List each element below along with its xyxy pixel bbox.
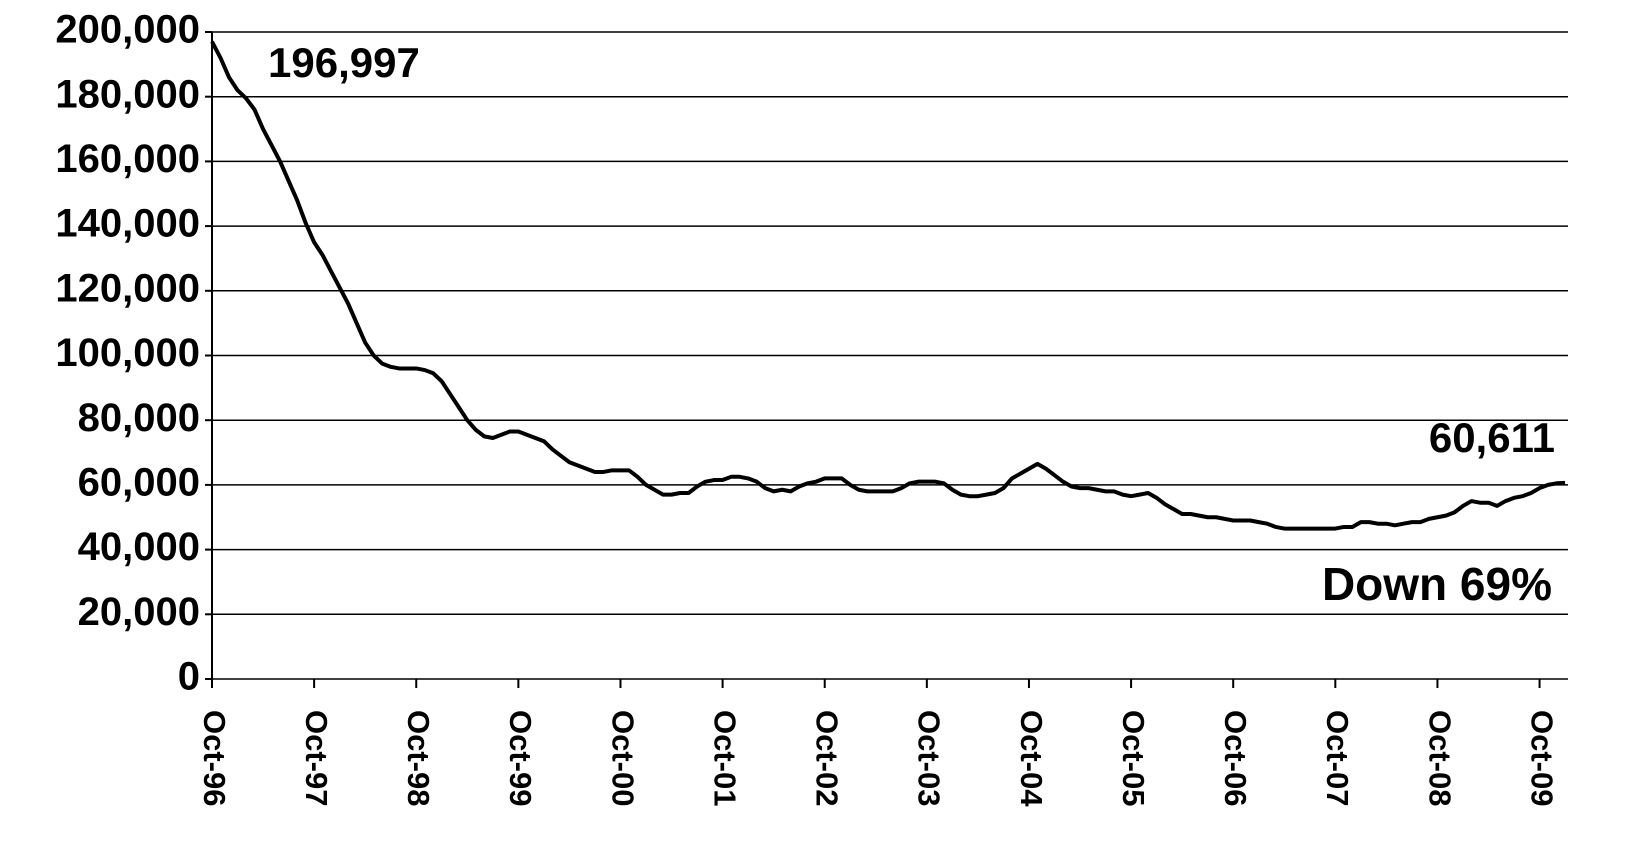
y-tick-label: 200,000: [55, 8, 200, 52]
x-tick-label: Oct-06: [1218, 710, 1253, 806]
annotation: Down 69%: [1322, 558, 1552, 610]
x-tick-label: Oct-07: [1320, 710, 1355, 806]
x-tick-label: Oct-98: [401, 710, 436, 806]
x-tick-label: Oct-99: [503, 710, 538, 806]
x-tick-label: Oct-96: [197, 710, 232, 806]
y-tick-label: 40,000: [78, 525, 200, 569]
y-tick-label: 120,000: [55, 266, 200, 310]
x-tick-label: Oct-00: [605, 710, 640, 806]
x-tick-label: Oct-03: [912, 710, 947, 806]
y-tick-label: 100,000: [55, 331, 200, 375]
x-tick-label: Oct-08: [1422, 710, 1457, 806]
x-tick-label: Oct-02: [810, 710, 845, 806]
y-tick-label: 0: [178, 655, 200, 699]
x-tick-label: Oct-04: [1014, 710, 1049, 807]
annotation: 60,611: [1429, 414, 1555, 461]
x-tick-label: Oct-09: [1524, 710, 1559, 806]
annotation: 196,997: [268, 39, 420, 86]
y-tick-label: 20,000: [78, 590, 200, 634]
y-tick-label: 80,000: [78, 396, 200, 440]
x-tick-label: Oct-97: [299, 710, 334, 806]
y-tick-label: 180,000: [55, 72, 200, 116]
data-line: [210, 40, 1566, 531]
y-tick-label: 160,000: [55, 137, 200, 181]
x-tick-label: Oct-01: [707, 710, 742, 806]
x-tick-label: Oct-05: [1116, 710, 1151, 806]
y-tick-label: 140,000: [55, 202, 200, 246]
y-tick-label: 60,000: [78, 460, 200, 504]
